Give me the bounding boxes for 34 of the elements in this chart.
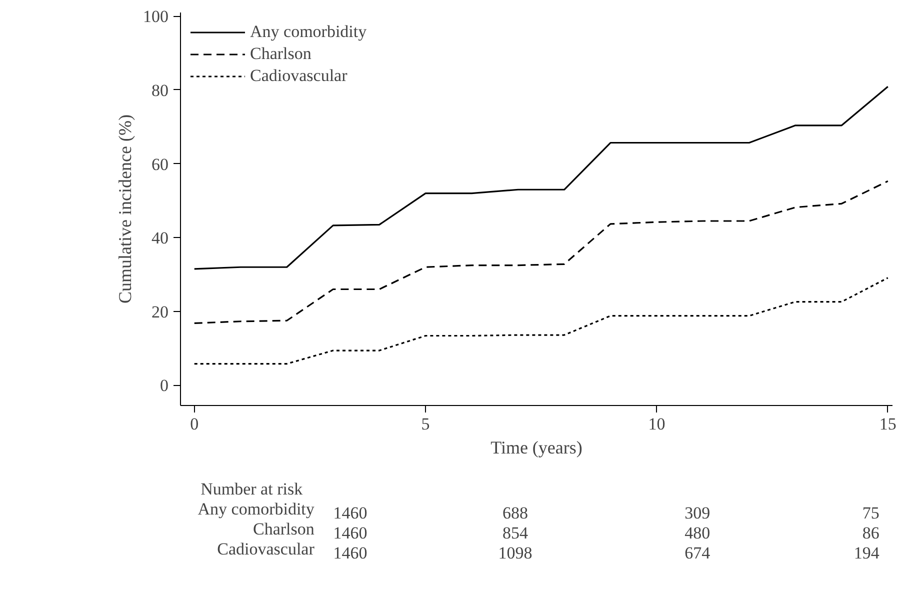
- text: Any comorbidity: [198, 500, 315, 518]
- text: 1460: [333, 544, 368, 562]
- y-tick-label: 20: [152, 302, 168, 322]
- text: 688: [502, 504, 528, 522]
- text: Charlson: [253, 520, 315, 538]
- text: 674: [684, 544, 711, 562]
- line-series: [194, 180, 889, 324]
- y-axis-title: Cumulative incidence (%): [115, 114, 135, 304]
- text: 480: [684, 524, 710, 542]
- y-tick-label: 100: [143, 7, 168, 26]
- x-tick-label: 5: [421, 414, 430, 434]
- y-tick-label: 0: [160, 376, 168, 396]
- text: 1460: [333, 524, 368, 542]
- x-tick-label: 10: [648, 414, 666, 434]
- legend-label: Charlson: [250, 44, 312, 64]
- text: Cadiovascular: [217, 540, 315, 558]
- text: 86: [862, 524, 880, 542]
- y-tick-label: 80: [152, 80, 168, 100]
- text: 309: [684, 504, 710, 522]
- y-tick-label: 40: [152, 228, 168, 248]
- text: 194: [854, 544, 880, 562]
- legend-label: Cadiovascular: [250, 66, 348, 86]
- line-series: [194, 86, 889, 270]
- text: Number at risk: [200, 480, 304, 498]
- legend-label: Any comorbidity: [250, 22, 367, 42]
- text: 854: [502, 524, 529, 542]
- text: 1098: [498, 544, 532, 562]
- y-tick-label: 60: [152, 154, 168, 174]
- text: 1460: [333, 504, 368, 522]
- x-axis-title: Time (years): [490, 438, 582, 458]
- x-tick-label: 15: [879, 414, 896, 434]
- text: 75: [862, 504, 880, 522]
- x-tick-label: 0: [190, 414, 199, 434]
- line-series: [194, 277, 889, 365]
